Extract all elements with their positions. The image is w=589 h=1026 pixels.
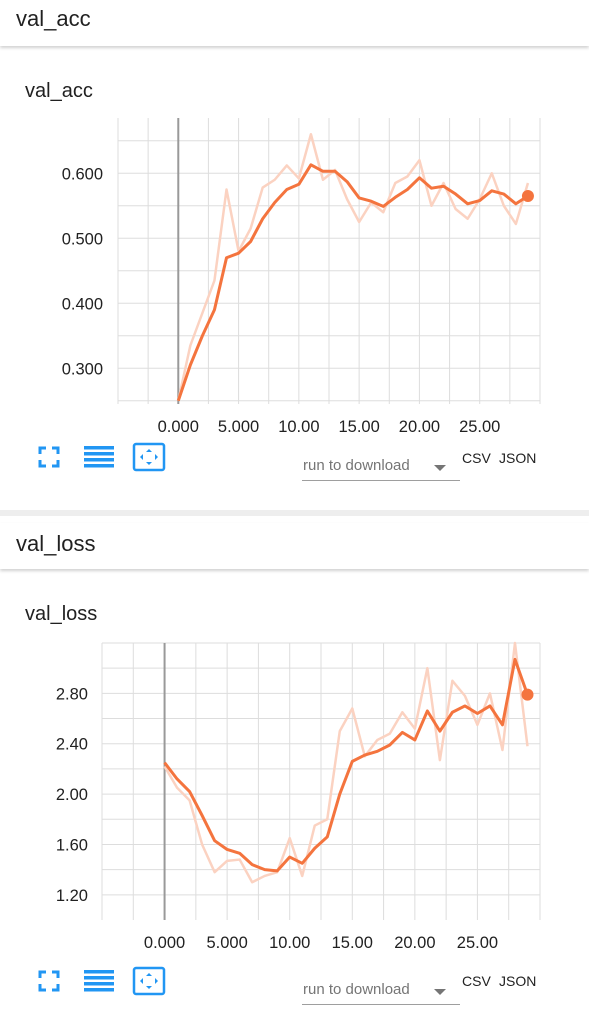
section-header-val-loss[interactable]: val_loss xyxy=(0,523,589,569)
y-tick-label: 0.600 xyxy=(62,165,103,183)
y-tick-label: 0.300 xyxy=(62,360,103,378)
chart-title: val_loss xyxy=(25,603,98,625)
x-tick-label: 0.000 xyxy=(144,934,185,952)
toggle-log-scale-icon xyxy=(84,970,114,992)
fit-domain-button[interactable] xyxy=(32,966,66,996)
x-tick-label: 10.00 xyxy=(269,934,310,952)
x-tick-label: 5.000 xyxy=(206,934,247,952)
smoothed-series-line xyxy=(176,163,529,402)
chart-val-acc[interactable]: 0.300 0.400 0.500 0.600 0.000 5.000 10.00 15.00… xyxy=(0,0,589,436)
x-tick-label: 10.00 xyxy=(278,418,319,436)
toggle-log-scale-icon xyxy=(84,446,114,468)
raw-series-line xyxy=(177,133,530,402)
toggle-log-scale-button[interactable] xyxy=(82,966,116,996)
run-to-download-select[interactable]: run to download xyxy=(302,454,460,481)
fit-domain-button[interactable] xyxy=(32,442,66,472)
smoothed-series-line xyxy=(163,657,529,873)
run-select-placeholder: run to download xyxy=(303,457,410,474)
x-tick-label: 20.00 xyxy=(394,934,435,952)
section-header-val-acc[interactable]: val_acc xyxy=(0,0,589,46)
fit-domain-icon xyxy=(38,446,60,468)
y-tick-label: 1.20 xyxy=(56,887,88,905)
x-tick-label: 5.000 xyxy=(218,418,259,436)
expand-chart-button[interactable] xyxy=(132,966,166,996)
x-tick-label: 25.00 xyxy=(457,934,498,952)
x-tick-label: 0.000 xyxy=(158,418,199,436)
last-point-marker xyxy=(521,688,534,701)
run-to-download-select[interactable]: run to download xyxy=(302,978,460,1005)
chart-title: val_acc xyxy=(25,80,93,102)
section-title: val_acc xyxy=(16,6,91,31)
y-tick-label: 2.80 xyxy=(56,685,88,703)
y-tick-label: 1.60 xyxy=(56,836,88,854)
section-title: val_loss xyxy=(16,531,96,556)
expand-chart-button[interactable] xyxy=(132,442,166,472)
chevron-down-icon xyxy=(434,989,446,995)
csv-download-link[interactable]: CSV xyxy=(462,450,491,466)
json-download-link[interactable]: JSON xyxy=(499,450,537,466)
x-tick-label: 15.00 xyxy=(332,934,373,952)
chevron-down-icon xyxy=(434,465,446,471)
y-tick-label: 0.500 xyxy=(62,230,103,248)
csv-download-link[interactable]: CSV xyxy=(462,973,491,989)
json-download-link[interactable]: JSON xyxy=(499,973,537,989)
y-tick-label: 0.400 xyxy=(62,295,103,313)
x-tick-label: 20.00 xyxy=(399,418,440,436)
expand-chart-icon xyxy=(132,442,166,472)
x-tick-label: 25.00 xyxy=(459,418,500,436)
x-tick-label: 15.00 xyxy=(338,418,379,436)
y-tick-label: 2.40 xyxy=(56,736,88,754)
last-point-marker xyxy=(521,190,534,202)
toggle-log-scale-button[interactable] xyxy=(82,442,116,472)
panel-divider xyxy=(0,510,589,516)
chart-val-loss[interactable]: 1.20 1.60 2.00 2.40 2.80 0.000 5.000 10.00 15.00… xyxy=(0,0,589,960)
run-select-placeholder: run to download xyxy=(303,981,410,998)
expand-chart-icon xyxy=(132,966,166,996)
raw-series-line xyxy=(163,641,529,884)
fit-domain-icon xyxy=(38,970,60,992)
y-tick-label: 2.00 xyxy=(56,786,88,804)
